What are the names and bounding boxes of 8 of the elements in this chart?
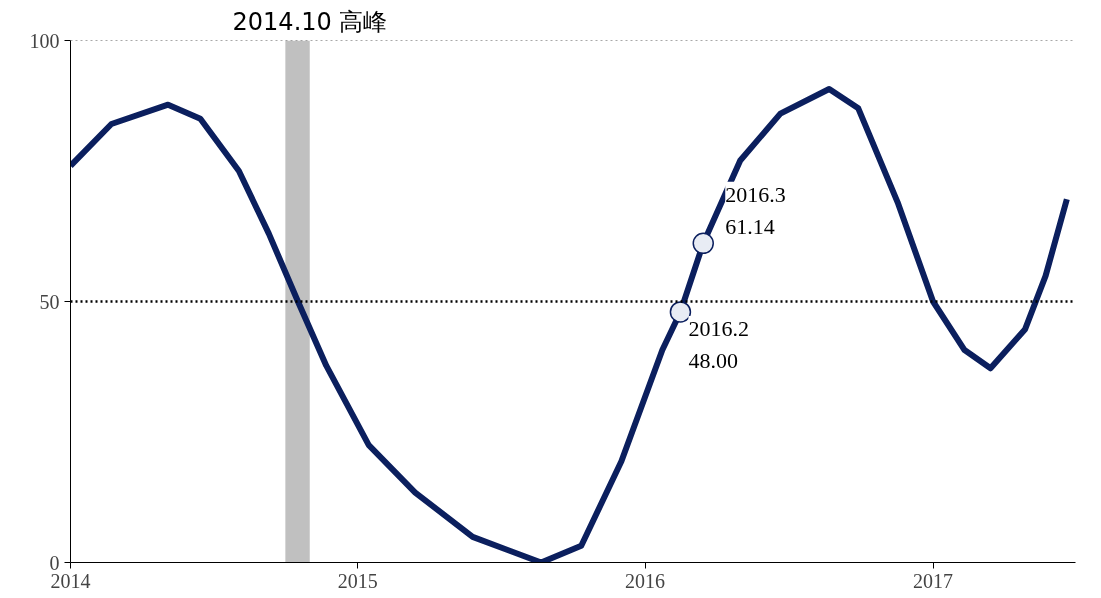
x-tick-label: 2015	[337, 569, 378, 592]
y-tick-label: 100	[29, 29, 60, 52]
x-tick-label: 2016	[625, 569, 666, 592]
band-label: 2014.10 高峰	[232, 7, 388, 36]
x-tick-label: 2017	[913, 569, 954, 592]
annotation: 2016.3 61.14	[725, 181, 786, 240]
annotation: 2016.2 48.00	[688, 315, 749, 374]
y-tick-label: 50	[39, 290, 60, 313]
